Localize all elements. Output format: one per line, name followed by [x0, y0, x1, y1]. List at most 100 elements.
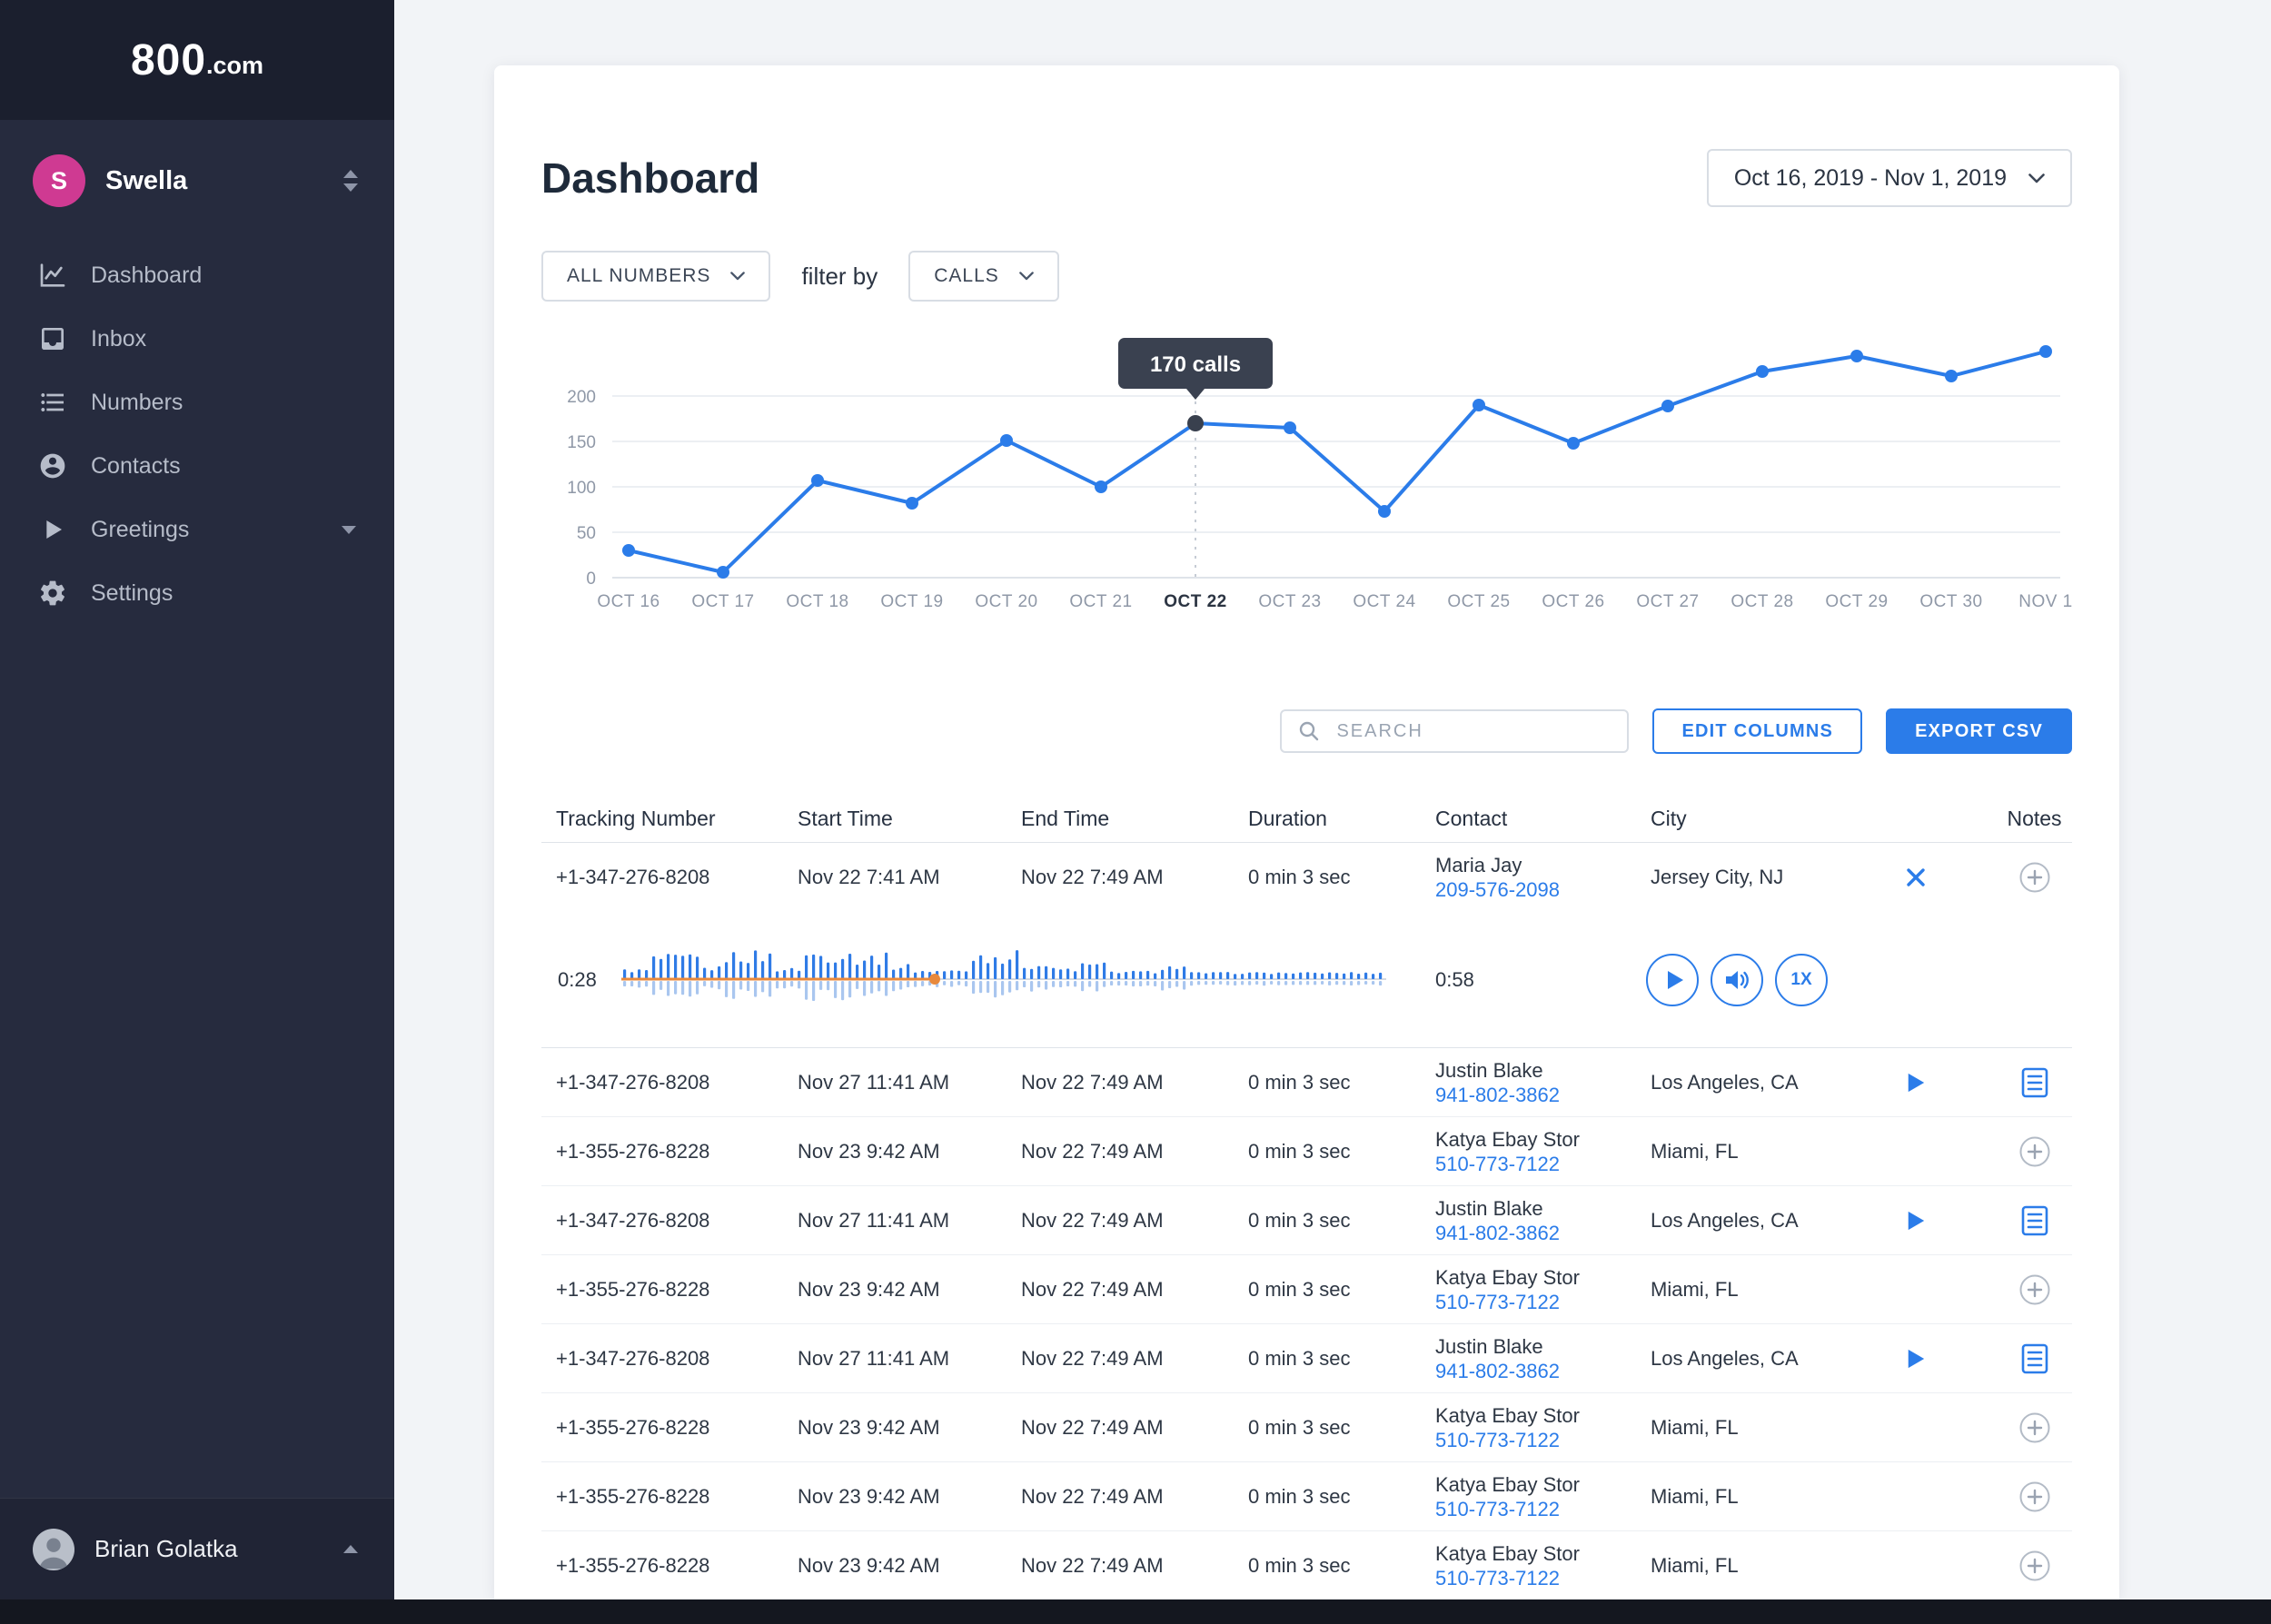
table-row: +1-347-276-8208 Nov 22 7:41 AM Nov 22 7:49…: [541, 843, 2072, 912]
row-note: [1997, 1480, 2072, 1513]
app-logo: 800 .com: [0, 0, 394, 120]
sidebar-item-contacts[interactable]: Contacts: [0, 434, 394, 498]
logo-text: 800: [130, 35, 207, 84]
end-time: Nov 22 7:49 AM: [1021, 1553, 1164, 1577]
add-note-button[interactable]: [2018, 861, 2051, 894]
play-button[interactable]: [1646, 953, 1699, 1006]
metric-filter-label: CALLS: [934, 265, 999, 286]
row-action: [1835, 1210, 1997, 1232]
sidebar-item-inbox[interactable]: Inbox: [0, 307, 394, 371]
add-note-button[interactable]: [2018, 1550, 2051, 1582]
gear-icon: [38, 579, 67, 608]
view-note-button[interactable]: [2021, 1343, 2048, 1374]
tracking-number: +1-355-276-8228: [556, 1484, 710, 1508]
dashboard-card: Dashboard Oct 16, 2019 - Nov 1, 2019 ALL…: [494, 65, 2119, 1599]
close-recording-button[interactable]: [1904, 866, 1928, 889]
city: Los Angeles, CA: [1651, 1208, 1799, 1232]
chevron-down-icon: [342, 525, 356, 534]
contact: Justin Blake 941-802-3862: [1421, 1196, 1636, 1245]
audio-waveform[interactable]: [621, 943, 1386, 1016]
audio-total-time: 0:58: [1435, 967, 1474, 991]
svg-text:0: 0: [586, 569, 596, 589]
column-header-duration: Duration: [1248, 807, 1327, 830]
svg-text:OCT 27: OCT 27: [1636, 592, 1699, 611]
contact-phone-link[interactable]: 941-802-3862: [1435, 1359, 1561, 1382]
sidebar-item-greetings[interactable]: Greetings: [0, 498, 394, 561]
duration: 0 min 3 sec: [1248, 1484, 1351, 1508]
account-switcher[interactable]: S Swella: [33, 154, 358, 207]
volume-button[interactable]: [1711, 953, 1763, 1006]
view-note-button[interactable]: [2021, 1205, 2048, 1236]
play-icon: [1908, 1349, 1925, 1368]
numbers-filter-select[interactable]: ALL NUMBERS: [541, 251, 771, 302]
play-recording-button[interactable]: [1906, 1210, 1926, 1232]
contact-phone-link[interactable]: 510-773-7122: [1435, 1428, 1561, 1451]
duration: 0 min 3 sec: [1248, 1139, 1351, 1163]
search-icon: [1300, 721, 1319, 741]
sidebar-item-label: Inbox: [91, 325, 147, 352]
calls-line-chart[interactable]: 0 50 100 150 200 OCT 16 OCT 17 OCT 18 OCT 19 OCT …: [541, 305, 2072, 678]
start-time: Nov 23 9:42 AM: [798, 1415, 940, 1439]
sidebar-item-numbers[interactable]: Numbers: [0, 371, 394, 434]
table-body: +1-347-276-8208 Nov 22 7:41 AM Nov 22 7:49…: [541, 843, 2072, 1599]
add-note-button[interactable]: [2018, 1480, 2051, 1513]
contact-phone-link[interactable]: 510-773-7122: [1435, 1152, 1561, 1175]
duration: 0 min 3 sec: [1248, 1277, 1351, 1301]
play-recording-button[interactable]: [1906, 1348, 1926, 1370]
tracking-number: +1-347-276-8208: [556, 1346, 710, 1370]
sidebar-item-label: Settings: [91, 579, 174, 606]
duration: 0 min 3 sec: [1248, 1346, 1351, 1370]
contact-phone-link[interactable]: 941-802-3862: [1435, 1221, 1561, 1244]
contact-phone-link[interactable]: 510-773-7122: [1435, 1497, 1561, 1520]
search-input[interactable]: [1334, 719, 1612, 743]
contact-phone-link[interactable]: 510-773-7122: [1435, 1566, 1561, 1589]
play-recording-button[interactable]: [1906, 1072, 1926, 1094]
contact: Maria Jay 209-576-2098: [1421, 853, 1636, 902]
contact-name: Katya Ebay Stor: [1435, 1265, 1580, 1289]
city: Miami, FL: [1651, 1277, 1739, 1301]
svg-text:OCT 24: OCT 24: [1353, 592, 1415, 611]
contact-phone-link[interactable]: 941-802-3862: [1435, 1083, 1561, 1106]
add-note-button[interactable]: [2018, 1411, 2051, 1444]
edit-columns-button[interactable]: EDIT COLUMNS: [1652, 708, 1863, 754]
metric-filter-select[interactable]: CALLS: [908, 251, 1059, 302]
account-name: Swella: [105, 165, 188, 195]
sidebar-item-settings[interactable]: Settings: [0, 561, 394, 625]
column-header-start: Start Time: [798, 807, 893, 830]
row-action: [1835, 1348, 1997, 1370]
add-note-icon: [2019, 1550, 2049, 1580]
start-time: Nov 23 9:42 AM: [798, 1139, 940, 1163]
row-note: [1997, 1343, 2072, 1374]
play-icon: [1908, 1073, 1925, 1092]
duration: 0 min 3 sec: [1248, 1553, 1351, 1577]
sidebar-item-dashboard[interactable]: Dashboard: [0, 243, 394, 307]
table-row: +1-347-276-8208 Nov 27 11:41 AM Nov 22 7:4…: [541, 1048, 2072, 1117]
start-time: Nov 23 9:42 AM: [798, 1553, 940, 1577]
add-note-button[interactable]: [2018, 1135, 2051, 1168]
duration: 0 min 3 sec: [1248, 1070, 1351, 1094]
contact: Justin Blake 941-802-3862: [1421, 1334, 1636, 1383]
date-range-label: Oct 16, 2019 - Nov 1, 2019: [1733, 164, 2007, 191]
table-row: +1-355-276-8228 Nov 23 9:42 AM Nov 22 7:49…: [541, 1462, 2072, 1531]
date-range-select[interactable]: Oct 16, 2019 - Nov 1, 2019: [1706, 149, 2072, 207]
filter-row: ALL NUMBERS filter by CALLS: [541, 251, 2072, 302]
chevron-down-icon: [1018, 272, 1034, 281]
calls-table: Tracking Number Start Time End Time Dura…: [541, 796, 2072, 1599]
contact-name: Maria Jay: [1435, 854, 1522, 876]
inbox-icon: [38, 324, 67, 353]
add-note-button[interactable]: [2018, 1273, 2051, 1306]
duration: 0 min 3 sec: [1248, 866, 1351, 888]
end-time: Nov 22 7:49 AM: [1021, 1415, 1164, 1439]
search-box[interactable]: [1280, 709, 1630, 753]
sidebar-item-label: Greetings: [91, 516, 190, 542]
column-header-city: City: [1651, 807, 1687, 830]
contact-phone-link[interactable]: 510-773-7122: [1435, 1290, 1561, 1313]
export-csv-button[interactable]: EXPORT CSV: [1886, 708, 2072, 754]
user-menu[interactable]: Brian Golatka: [0, 1498, 394, 1599]
row-note: [1997, 1411, 2072, 1444]
svg-text:OCT 22: OCT 22: [1164, 592, 1227, 611]
view-note-button[interactable]: [2021, 1067, 2048, 1098]
contact-phone-link[interactable]: 209-576-2098: [1435, 878, 1561, 901]
speed-button[interactable]: 1X: [1775, 953, 1828, 1006]
sidebar: 800 .com S Swella Dashboard Inbox Numbers: [0, 0, 394, 1624]
